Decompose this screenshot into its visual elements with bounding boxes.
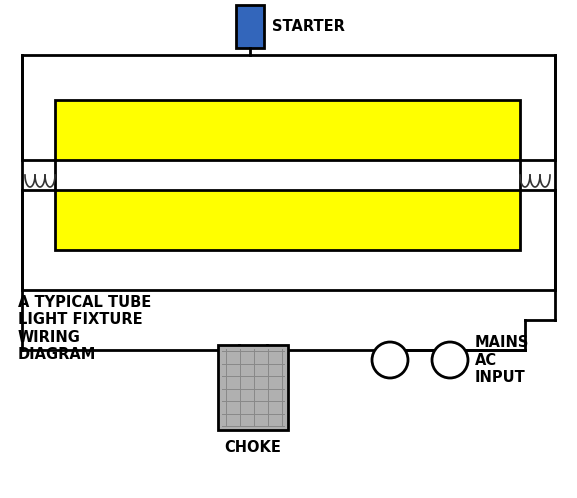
Text: MAINS
AC
INPUT: MAINS AC INPUT: [475, 335, 529, 385]
Bar: [55, 190, 520, 250]
Bar: [55, 100, 520, 160]
Bar: [22, 55, 555, 290]
Text: A TYPICAL TUBE
LIGHT FIXTURE
WIRING
DIAGRAM: A TYPICAL TUBE LIGHT FIXTURE WIRING DIAG…: [18, 295, 151, 362]
Bar: [57, 160, 518, 190]
Bar: [55, 100, 520, 250]
Bar: [236, 5, 264, 48]
Circle shape: [432, 342, 468, 378]
Circle shape: [372, 342, 408, 378]
Text: CHOKE: CHOKE: [224, 440, 282, 455]
Text: STARTER: STARTER: [272, 19, 345, 34]
Bar: [218, 345, 288, 430]
